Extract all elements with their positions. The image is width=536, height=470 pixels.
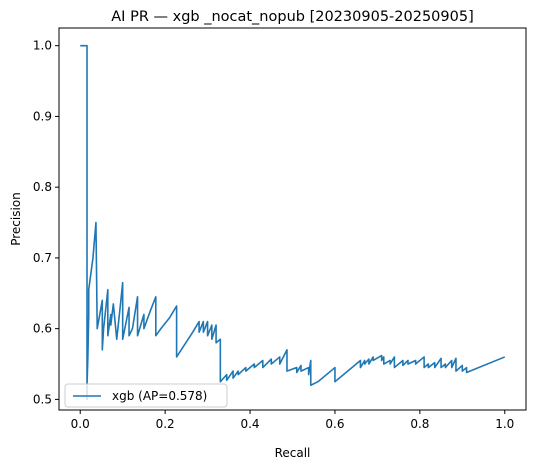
- y-tick-label: 0.8: [33, 180, 52, 194]
- y-tick-label: 1.0: [33, 39, 52, 53]
- plot-area: [59, 28, 526, 410]
- x-axis-label: Recall: [275, 446, 311, 460]
- x-tick-label: 0.0: [71, 417, 90, 431]
- y-tick-label: 0.5: [33, 392, 52, 406]
- x-tick-label: 0.4: [240, 417, 259, 431]
- y-axis-ticks: 0.5 0.6 0.7 0.8 0.9 1.0: [33, 39, 59, 406]
- x-tick-label: 0.6: [325, 417, 344, 431]
- y-tick-label: 0.7: [33, 251, 52, 265]
- axes-frame: [58, 27, 527, 411]
- legend-label: xgb (AP=0.578): [112, 389, 207, 403]
- y-tick-label: 0.6: [33, 322, 52, 336]
- chart-title: AI PR — xgb _nocat_nopub [20230905-20250…: [111, 9, 473, 25]
- pr-curve-line: [80, 44, 506, 401]
- x-axis-ticks: 0.0 0.2 0.4 0.6 0.8 1.0: [71, 410, 514, 431]
- legend-box: [64, 383, 228, 408]
- x-tick-label: 0.8: [410, 417, 429, 431]
- axes-background: [59, 28, 526, 410]
- x-tick-label: 1.0: [495, 417, 514, 431]
- y-axis-label: Precision: [9, 192, 23, 246]
- x-tick-label: 0.2: [156, 417, 175, 431]
- y-tick-label: 0.9: [33, 109, 52, 123]
- legend: xgb (AP=0.578): [64, 383, 228, 408]
- series-layer: [80, 44, 506, 401]
